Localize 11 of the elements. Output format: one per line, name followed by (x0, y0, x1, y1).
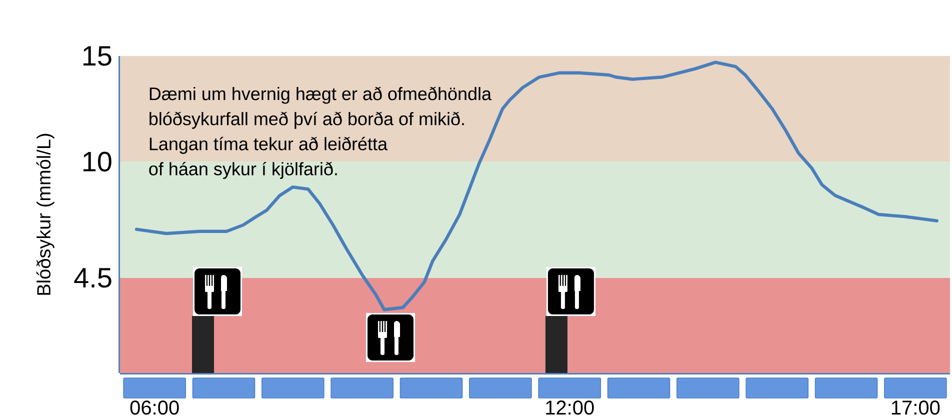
y-tick-label: 4.5 (74, 268, 112, 288)
annotation: Langan tíma tekur að leiðrétta (150, 136, 388, 154)
x-tick-label: 17:00 (892, 400, 940, 415)
y-tick-label: 10 (83, 152, 112, 172)
x-tick-label: 06:00 (130, 400, 179, 415)
x-tick-label: 12:00 (546, 400, 594, 415)
y-axis-title: Blóðsykur (mmól/L) (36, 134, 54, 295)
annotation: of háan sykur í kjölfarið. (149, 162, 337, 179)
y-tick-label: 15 (83, 46, 112, 66)
annotation: Dæmi um hvernig hægt er að ofmeðhöndla (150, 86, 492, 104)
annotation: blóðsykurfall með því að borða of mikið. (150, 112, 464, 129)
